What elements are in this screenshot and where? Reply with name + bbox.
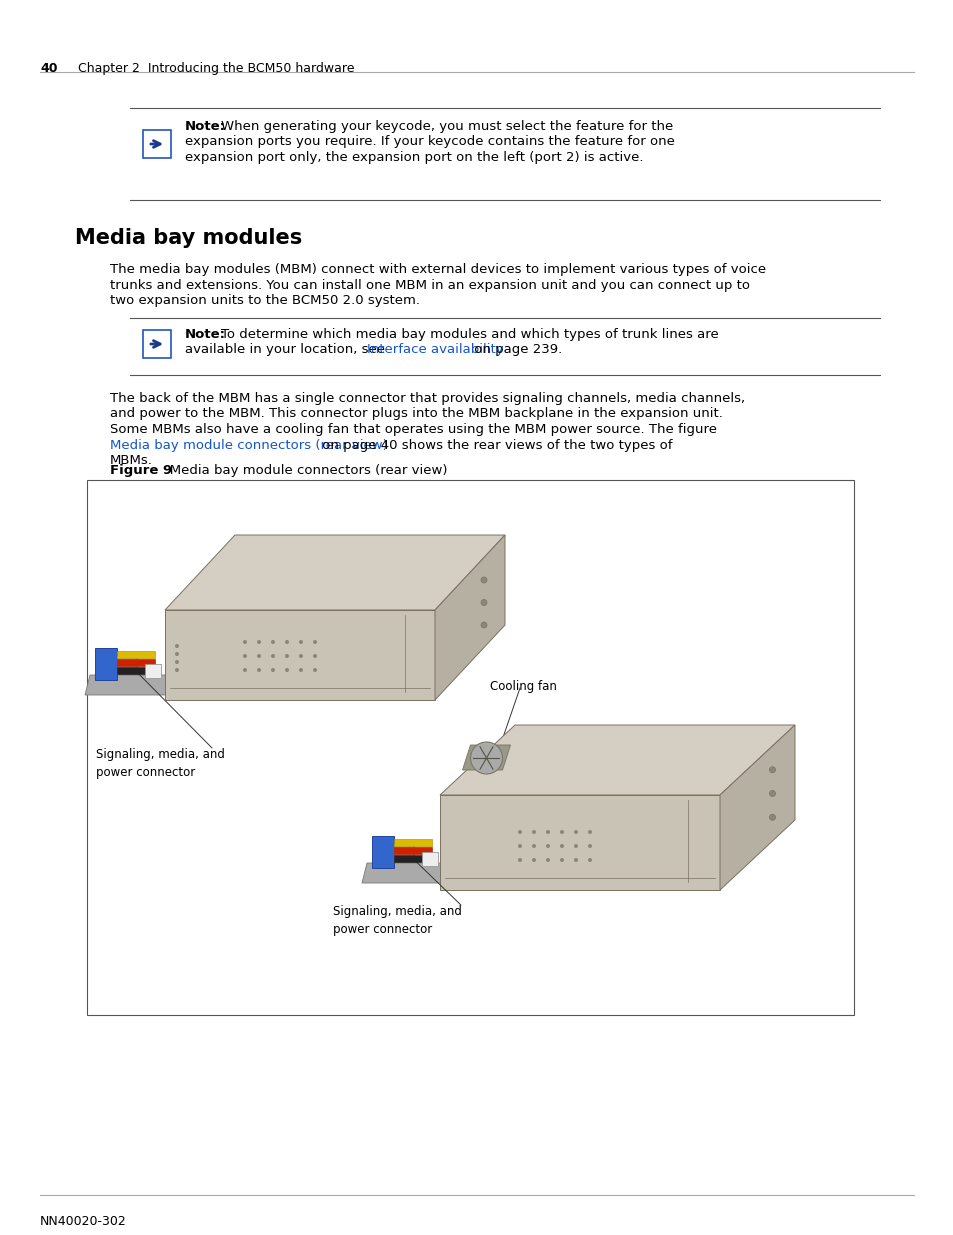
- Circle shape: [517, 844, 521, 848]
- Circle shape: [174, 643, 179, 648]
- Text: The back of the MBM has a single connector that provides signaling channels, med: The back of the MBM has a single connect…: [110, 391, 744, 405]
- Circle shape: [545, 858, 550, 862]
- Text: Interface availability: Interface availability: [367, 343, 503, 357]
- Circle shape: [769, 767, 775, 773]
- Circle shape: [313, 655, 316, 658]
- Circle shape: [532, 844, 536, 848]
- Circle shape: [285, 640, 289, 643]
- Circle shape: [559, 858, 563, 862]
- Bar: [117, 651, 154, 658]
- Circle shape: [174, 652, 179, 656]
- Bar: [394, 844, 414, 862]
- Circle shape: [545, 830, 550, 834]
- Circle shape: [587, 830, 592, 834]
- Polygon shape: [165, 610, 435, 700]
- Circle shape: [574, 844, 578, 848]
- Text: available in your location, see: available in your location, see: [185, 343, 389, 357]
- Text: NN40020-302: NN40020-302: [40, 1215, 127, 1228]
- Text: Figure 9: Figure 9: [110, 464, 172, 477]
- Text: Note:: Note:: [185, 120, 226, 133]
- Text: 40: 40: [40, 62, 57, 75]
- Circle shape: [243, 655, 247, 658]
- Circle shape: [559, 830, 563, 834]
- Circle shape: [587, 858, 592, 862]
- Text: on page 239.: on page 239.: [470, 343, 561, 357]
- Text: Some MBMs also have a cooling fan that operates using the MBM power source. The : Some MBMs also have a cooling fan that o…: [110, 424, 717, 436]
- Circle shape: [243, 640, 247, 643]
- Circle shape: [298, 668, 303, 672]
- Text: Note:: Note:: [185, 329, 226, 341]
- Bar: [372, 836, 394, 868]
- Circle shape: [298, 655, 303, 658]
- Text: and power to the MBM. This connector plugs into the MBM backplane in the expansi: and power to the MBM. This connector plu…: [110, 408, 722, 420]
- Circle shape: [256, 668, 261, 672]
- Text: To determine which media bay modules and which types of trunk lines are: To determine which media bay modules and…: [221, 329, 718, 341]
- Circle shape: [532, 858, 536, 862]
- Text: on page 40 shows the rear views of the two types of: on page 40 shows the rear views of the t…: [317, 438, 672, 452]
- Polygon shape: [85, 676, 180, 695]
- Circle shape: [587, 844, 592, 848]
- Text: Cooling fan: Cooling fan: [490, 680, 557, 693]
- Bar: [117, 659, 154, 666]
- Text: Signaling, media, and
power connector: Signaling, media, and power connector: [333, 905, 461, 936]
- Circle shape: [271, 668, 274, 672]
- Circle shape: [480, 599, 486, 605]
- Bar: [87, 480, 853, 1015]
- Bar: [394, 839, 432, 846]
- Circle shape: [517, 830, 521, 834]
- Circle shape: [480, 622, 486, 629]
- Circle shape: [769, 814, 775, 820]
- Bar: [95, 648, 117, 680]
- Circle shape: [470, 742, 502, 774]
- Circle shape: [174, 659, 179, 664]
- Circle shape: [256, 640, 261, 643]
- Polygon shape: [439, 795, 720, 890]
- Polygon shape: [165, 535, 504, 610]
- Text: MBMs.: MBMs.: [110, 454, 152, 467]
- Text: Signaling, media, and
power connector: Signaling, media, and power connector: [96, 748, 225, 779]
- Polygon shape: [361, 863, 456, 883]
- Text: Chapter 2  Introducing the BCM50 hardware: Chapter 2 Introducing the BCM50 hardware: [78, 62, 355, 75]
- Circle shape: [256, 655, 261, 658]
- Circle shape: [480, 577, 486, 583]
- Circle shape: [313, 668, 316, 672]
- Polygon shape: [462, 745, 510, 769]
- Bar: [117, 667, 154, 674]
- Bar: [421, 852, 437, 866]
- Bar: [143, 330, 171, 358]
- Circle shape: [574, 858, 578, 862]
- Text: Media bay modules: Media bay modules: [75, 228, 302, 248]
- Bar: [394, 855, 432, 862]
- Circle shape: [271, 655, 274, 658]
- Polygon shape: [720, 725, 794, 890]
- Circle shape: [298, 640, 303, 643]
- Text: two expansion units to the BCM50 2.0 system.: two expansion units to the BCM50 2.0 sys…: [110, 294, 419, 308]
- Polygon shape: [439, 725, 794, 795]
- Circle shape: [313, 640, 316, 643]
- Text: expansion port only, the expansion port on the left (port 2) is active.: expansion port only, the expansion port …: [185, 151, 643, 164]
- Circle shape: [574, 830, 578, 834]
- Circle shape: [174, 668, 179, 672]
- Polygon shape: [435, 535, 504, 700]
- Circle shape: [285, 668, 289, 672]
- Circle shape: [559, 844, 563, 848]
- Circle shape: [517, 858, 521, 862]
- Circle shape: [532, 830, 536, 834]
- Text: When generating your keycode, you must select the feature for the: When generating your keycode, you must s…: [221, 120, 673, 133]
- Bar: [394, 847, 432, 853]
- Circle shape: [243, 668, 247, 672]
- Bar: [143, 130, 171, 158]
- Text: expansion ports you require. If your keycode contains the feature for one: expansion ports you require. If your key…: [185, 136, 674, 148]
- Circle shape: [285, 655, 289, 658]
- Circle shape: [769, 790, 775, 797]
- Bar: [117, 656, 137, 674]
- Bar: [145, 664, 161, 678]
- Text: The media bay modules (MBM) connect with external devices to implement various t: The media bay modules (MBM) connect with…: [110, 263, 765, 275]
- Text: trunks and extensions. You can install one MBM in an expansion unit and you can : trunks and extensions. You can install o…: [110, 279, 749, 291]
- Circle shape: [545, 844, 550, 848]
- Text: Media bay module connectors (rear view): Media bay module connectors (rear view): [110, 438, 387, 452]
- Text: Media bay module connectors (rear view): Media bay module connectors (rear view): [157, 464, 447, 477]
- Circle shape: [271, 640, 274, 643]
